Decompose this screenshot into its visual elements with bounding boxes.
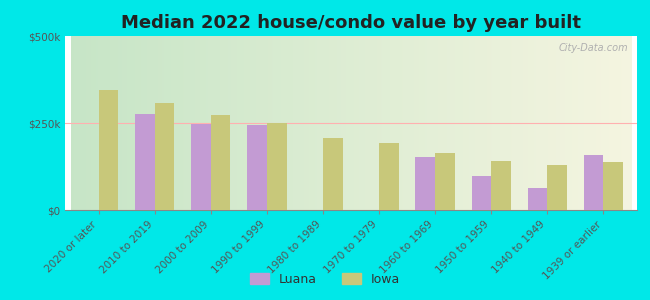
- Bar: [211, 115, 231, 210]
- Bar: [155, 103, 174, 210]
- Legend: Luana, Iowa: Luana, Iowa: [245, 268, 405, 291]
- Bar: [471, 176, 491, 210]
- Bar: [415, 157, 435, 210]
- Bar: [267, 123, 287, 210]
- Bar: [379, 143, 398, 210]
- Bar: [247, 125, 267, 210]
- Bar: [584, 155, 603, 210]
- Bar: [547, 166, 567, 210]
- Bar: [491, 160, 511, 210]
- Bar: [528, 188, 547, 210]
- Bar: [191, 124, 211, 210]
- Bar: [99, 90, 118, 210]
- Title: Median 2022 house/condo value by year built: Median 2022 house/condo value by year bu…: [121, 14, 581, 32]
- Text: City-Data.com: City-Data.com: [559, 43, 629, 53]
- Bar: [435, 153, 455, 210]
- Bar: [603, 162, 623, 210]
- Bar: [135, 114, 155, 210]
- Bar: [323, 138, 343, 210]
